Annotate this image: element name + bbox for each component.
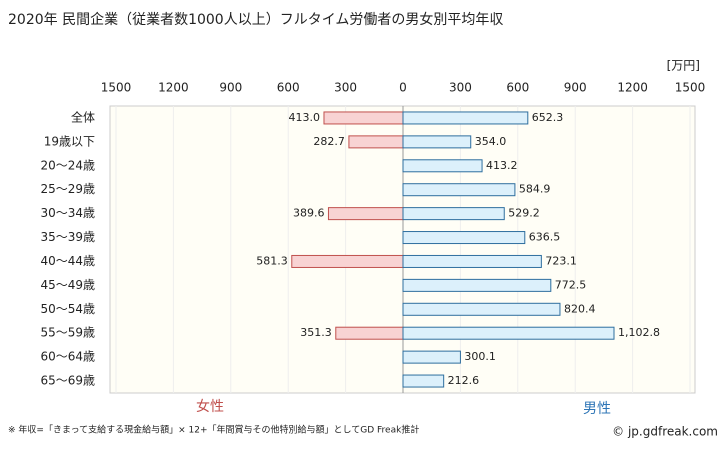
bar [402,254,542,268]
x-tick-label: 600 [277,81,300,95]
y-tick-label: 20〜24歳 [40,158,95,172]
bar [402,207,505,221]
x-tick-label: 900 [564,81,587,95]
value-label: 413.0 [288,111,320,124]
x-tick-label: 600 [506,81,529,95]
bar [402,159,483,173]
bar [348,135,404,149]
value-label: 300.1 [464,350,496,363]
bar [402,374,445,388]
value-label: 354.0 [475,135,507,148]
y-tick-label: 60〜64歳 [40,350,95,364]
chart-title: 2020年 民間企業（従業者数1000人以上）フルタイム労働者の男女別平均年収 [8,11,503,28]
x-tick-label: 300 [334,81,357,95]
legend-label: 男性 [583,401,611,417]
x-tick-label: 1200 [158,81,189,95]
bar [402,135,472,149]
bar [402,302,561,316]
unit-label: [万円] [667,59,700,73]
value-label: 584.9 [519,183,551,196]
bar [402,111,529,125]
bar [402,278,552,292]
x-tick-label: 1500 [101,81,132,95]
footnote: ※ 年収=「きまって支給する現金給与額」× 12+「年間賞与その他特別給与額」と… [8,424,419,436]
y-tick-label: 30〜34歳 [40,206,95,220]
watermark: © jp.gdfreak.com [612,425,718,439]
bar [335,326,404,340]
value-label: 723.1 [545,254,577,267]
bar [402,326,615,340]
y-tick-label: 45〜49歳 [40,278,95,292]
bar [327,207,404,221]
bar [323,111,404,125]
value-label: 212.6 [448,374,480,387]
legend-label: 女性 [196,398,224,415]
value-label: 282.7 [313,135,345,148]
y-tick-label: 25〜29歳 [40,182,95,196]
x-tick-label: 1200 [617,81,648,95]
x-tick-label: 0 [399,81,407,95]
value-label: 1,102.8 [618,326,660,339]
value-label: 413.2 [486,159,518,172]
y-tick-label: 40〜44歳 [40,254,95,268]
y-tick-label: 50〜54歳 [40,302,95,316]
value-label: 820.4 [564,302,596,315]
y-tick-label: 65〜69歳 [40,374,95,388]
value-label: 772.5 [555,278,587,291]
value-label: 636.5 [529,231,561,244]
x-tick-label: 300 [449,81,472,95]
y-tick-label: 55〜59歳 [40,326,95,340]
value-label: 389.6 [293,207,325,220]
y-tick-label: 35〜39歳 [40,230,95,244]
bar [291,254,404,268]
x-tick-label: 900 [219,81,242,95]
y-tick-label: 19歳以下 [44,134,95,148]
value-label: 529.2 [508,207,540,220]
x-tick-label: 1500 [675,81,706,95]
value-label: 581.3 [256,254,288,267]
bar [402,231,526,245]
bar [402,350,461,364]
value-label: 351.3 [300,326,332,339]
value-label: 652.3 [532,111,564,124]
bar [402,183,516,197]
y-tick-label: 全体 [71,109,95,124]
